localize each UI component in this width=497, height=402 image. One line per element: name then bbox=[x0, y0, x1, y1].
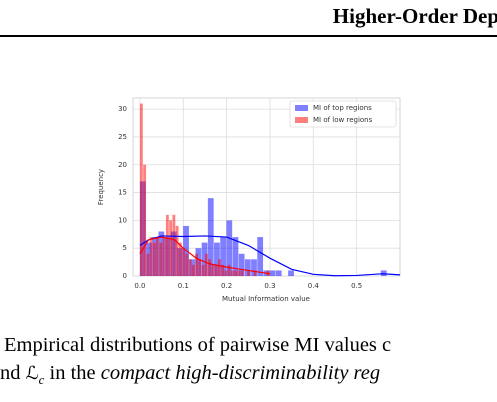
histogram-bar bbox=[139, 181, 146, 276]
x-tick-label: 0.2 bbox=[221, 282, 232, 290]
histogram-bar bbox=[207, 198, 214, 276]
y-tick-label: 15 bbox=[118, 189, 127, 197]
histogram-bar bbox=[240, 270, 244, 276]
histogram-bar bbox=[175, 225, 179, 276]
histogram-bar bbox=[244, 259, 251, 276]
histogram-bar bbox=[143, 164, 147, 276]
y-tick-label: 20 bbox=[118, 161, 127, 169]
histogram-bar bbox=[224, 270, 228, 276]
histogram-bar bbox=[178, 242, 182, 276]
x-tick-label: 0.3 bbox=[264, 282, 275, 290]
y-tick-label: 10 bbox=[118, 216, 127, 224]
histogram-bar bbox=[165, 214, 169, 276]
histogram-bar bbox=[139, 103, 143, 276]
histogram-bar bbox=[220, 237, 227, 276]
histogram-bar bbox=[269, 270, 276, 276]
math-subscript: c bbox=[38, 372, 45, 388]
histogram-bar bbox=[226, 220, 233, 276]
histogram-bar bbox=[152, 242, 156, 276]
histogram-bar bbox=[247, 270, 251, 276]
x-tick-label: 0.0 bbox=[134, 282, 145, 290]
histogram-bar bbox=[195, 248, 202, 276]
x-tick-label: 0.1 bbox=[178, 282, 189, 290]
histogram-bar bbox=[257, 237, 264, 276]
histogram-bar bbox=[159, 242, 163, 276]
legend-swatch bbox=[295, 105, 308, 111]
legend-box bbox=[289, 100, 397, 128]
histogram-bar bbox=[238, 253, 245, 276]
histogram-bar bbox=[251, 259, 257, 276]
histogram-bar bbox=[162, 237, 166, 276]
histogram-bar bbox=[214, 242, 220, 276]
histogram-bar bbox=[201, 242, 208, 276]
caption-italic: compact high-discriminability reg bbox=[100, 362, 381, 384]
histogram-bar bbox=[253, 270, 257, 276]
legend-label: MI of top regions bbox=[313, 104, 372, 112]
math-symbol: ℒ bbox=[25, 363, 39, 384]
legend-swatch bbox=[295, 117, 308, 123]
y-tick-label: 5 bbox=[123, 244, 127, 252]
legend-label: MI of low regions bbox=[313, 116, 373, 124]
histogram-bar bbox=[191, 264, 195, 276]
histogram-bar bbox=[237, 270, 241, 276]
caption-text: nd bbox=[0, 362, 26, 384]
histogram-bar bbox=[182, 248, 186, 276]
y-tick-label: 25 bbox=[118, 133, 127, 141]
histogram-bar bbox=[146, 253, 150, 276]
histogram-bar bbox=[198, 259, 202, 276]
histogram-bar bbox=[156, 237, 160, 276]
x-axis-label: Mutual Information value bbox=[222, 295, 310, 303]
histogram-bar bbox=[195, 253, 199, 276]
histogram-bar bbox=[204, 253, 208, 276]
histogram-bar bbox=[208, 259, 212, 276]
caption-text: in the bbox=[44, 362, 101, 384]
histogram-bar bbox=[169, 220, 173, 276]
x-tick-label: 0.5 bbox=[351, 282, 362, 290]
running-header: Higher-Order Dep bbox=[332, 4, 497, 28]
histogram-bar bbox=[172, 214, 176, 276]
histogram-bar bbox=[232, 237, 239, 276]
kde-curve bbox=[139, 235, 401, 277]
histogram-bar bbox=[201, 264, 205, 276]
histogram-bar bbox=[234, 270, 238, 276]
caption-line: nd ℒc in the compact high-discriminabili… bbox=[0, 362, 380, 388]
x-tick-label: 0.4 bbox=[308, 282, 320, 290]
header-rule bbox=[0, 35, 497, 37]
histogram-bar bbox=[230, 270, 234, 276]
histogram-bar bbox=[188, 259, 192, 276]
histogram-bar bbox=[221, 264, 225, 276]
histogram-bar bbox=[185, 253, 189, 276]
histogram-bar bbox=[380, 270, 387, 276]
histogram-bar bbox=[211, 264, 215, 276]
histogram-bar bbox=[149, 237, 153, 276]
caption-line: Empirical distributions of pairwise MI v… bbox=[4, 334, 392, 356]
histogram-bar bbox=[227, 264, 231, 276]
histogram-bar bbox=[288, 270, 294, 276]
histogram-bar bbox=[217, 259, 221, 276]
y-tick-label: 0 bbox=[123, 272, 127, 280]
y-tick-label: 30 bbox=[118, 105, 127, 113]
histogram-bar bbox=[275, 270, 282, 276]
y-axis-label: Frequency bbox=[97, 169, 105, 205]
histogram-bar bbox=[214, 264, 218, 276]
kde-curve bbox=[139, 236, 271, 275]
